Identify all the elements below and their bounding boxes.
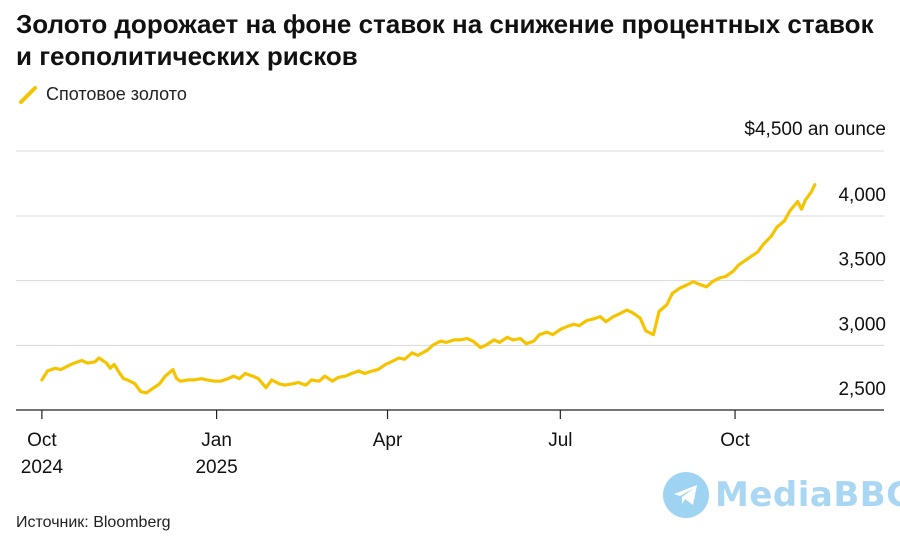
x-tick-label: Apr (373, 430, 403, 451)
chart-title: Золото дорожает на фоне ставок на снижен… (16, 9, 874, 71)
source-note: Источник: Bloomberg (16, 514, 171, 531)
x-tick-label: Oct (720, 430, 750, 451)
y-tick-label: 4,000 (838, 185, 886, 206)
y-tick-label: $4,500 an ounce (744, 119, 886, 140)
watermark-logo: MediaBBG (663, 472, 900, 518)
y-tick-label: 2,500 (838, 379, 886, 400)
series-layer (40, 183, 817, 395)
legend-line-icon (19, 85, 37, 104)
y-tick-label: 3,000 (838, 314, 886, 335)
gridlines (16, 150, 884, 411)
legend: Спотовое золото (18, 84, 187, 105)
watermark-text: MediaBBG (715, 475, 900, 515)
x-tick-label: Jan (201, 430, 232, 451)
telegram-icon (663, 472, 709, 518)
legend-label: Спотовое золото (46, 84, 187, 104)
y-tick-label: 3,500 (838, 250, 886, 271)
tick-labels: $4,500 an ounce 4,000 3,500 3,000 2,500 Oct 20… (21, 119, 886, 478)
series-line-gold (40, 183, 817, 395)
x-tick-year-label: 2025 (195, 457, 237, 478)
x-axis (16, 409, 884, 419)
x-tick-year-label: 2024 (21, 457, 64, 478)
x-tick-label: Oct (27, 430, 57, 451)
x-tick-label: Jul (548, 430, 572, 451)
